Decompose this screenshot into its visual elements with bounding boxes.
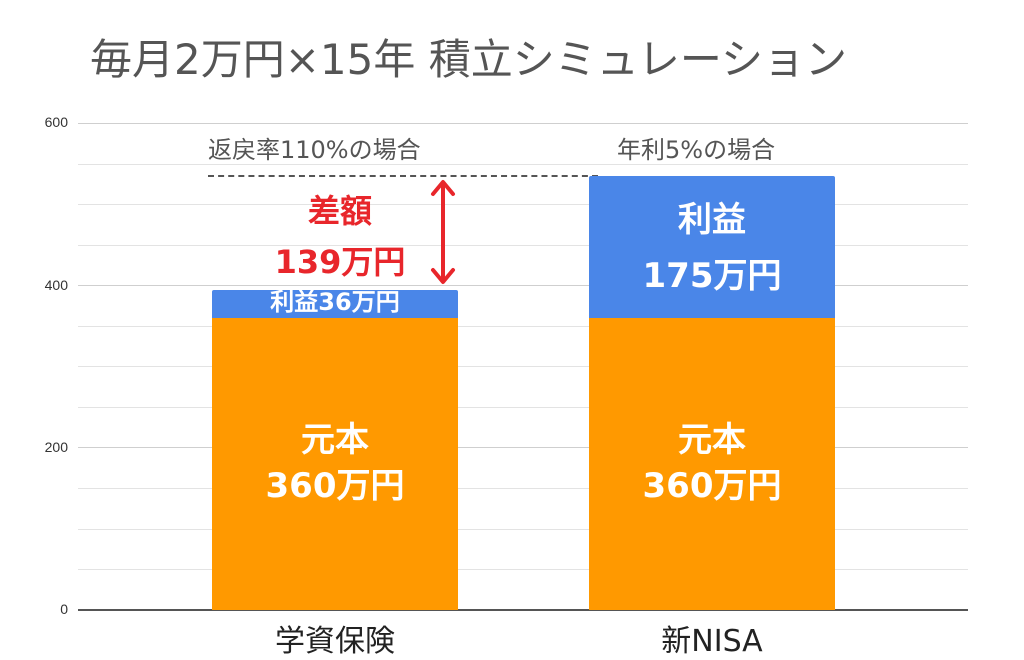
profit-title: 利益 — [678, 200, 746, 240]
bar-nisa-profit: 利益 175万円 — [589, 176, 835, 318]
gridline-600 — [78, 123, 968, 124]
principal-value: 360万円 — [642, 466, 782, 506]
chart-title: 毎月2万円×15年 積立シミュレーション — [90, 35, 848, 84]
y-tick-600: 600 — [44, 114, 68, 130]
gridline-500 — [78, 204, 968, 205]
gridline-200 — [78, 447, 968, 448]
gridline-450 — [78, 245, 968, 246]
y-tick-0: 0 — [60, 601, 68, 617]
bar-gakushi-profit: 利益36万円 — [212, 288, 458, 318]
bar-gakushi-principal: 元本 360万円 — [212, 318, 458, 610]
profit-value: 175万円 — [642, 256, 782, 296]
gridline-300 — [78, 366, 968, 367]
gridline-350 — [78, 326, 968, 327]
principal-value: 360万円 — [265, 466, 405, 506]
note-annual-rate: 年利5%の場合 — [617, 136, 776, 164]
note-return-rate: 返戻率110%の場合 — [208, 136, 421, 164]
gridline-50 — [78, 569, 968, 570]
difference-title: 差額 — [307, 192, 372, 230]
gridline-250 — [78, 407, 968, 408]
y-tick-400: 400 — [44, 277, 68, 293]
gridline-400 — [78, 285, 968, 286]
x-axis-line — [78, 609, 968, 611]
profit-label: 利益36万円 — [270, 288, 400, 316]
gridline-100 — [78, 529, 968, 530]
bar-nisa-principal: 元本 360万円 — [589, 318, 835, 610]
principal-title: 元本 — [301, 420, 369, 460]
principal-title: 元本 — [678, 420, 746, 460]
difference-value: 139万円 — [274, 243, 406, 282]
double-arrow-icon — [431, 180, 455, 284]
plot-area — [78, 0, 968, 655]
x-label-nisa: 新NISA — [661, 624, 763, 659]
y-tick-200: 200 — [44, 439, 68, 455]
reference-dashed-line — [208, 175, 598, 177]
x-label-gakushi: 学資保険 — [275, 624, 395, 659]
gridline-550 — [78, 164, 968, 165]
difference-label: 差額 139万円 — [255, 186, 425, 288]
gridline-150 — [78, 488, 968, 489]
